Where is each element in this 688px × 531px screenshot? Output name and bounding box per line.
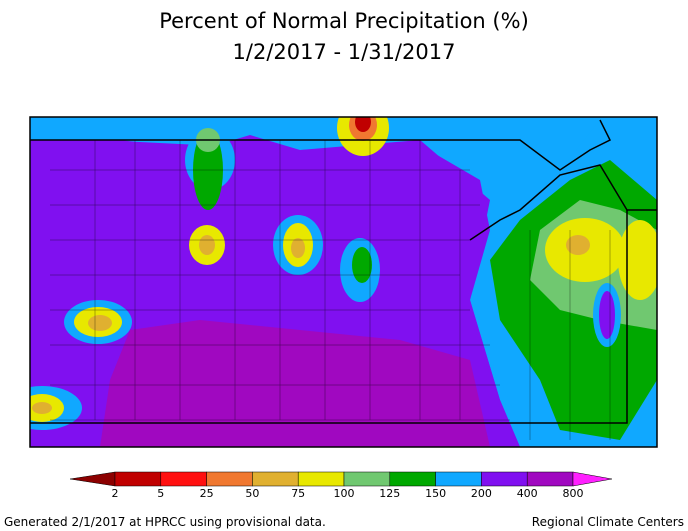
legend-tick-label: 125	[379, 487, 400, 500]
legend-swatch	[481, 471, 528, 487]
footer-right: Regional Climate Centers	[532, 515, 684, 529]
legend-tick-label: 75	[291, 487, 305, 500]
title-line: 1/2/2017 - 1/31/2017	[233, 40, 456, 64]
color-legend: 2 5 25 50 75 100 125 150 200 400 800	[69, 471, 613, 500]
legend-tick-label: 150	[425, 487, 446, 500]
legend-swatch	[114, 471, 162, 487]
legend-swatch	[435, 471, 482, 487]
title-line: Percent of Normal Precipitation (%)	[159, 9, 529, 33]
legend-swatch	[252, 471, 299, 487]
footer-left: Generated 2/1/2017 at HPRCC using provis…	[4, 515, 326, 529]
legend-swatch	[297, 471, 345, 487]
legend-tick-label: 25	[200, 487, 214, 500]
legend-swatch	[526, 471, 574, 487]
legend-swatch	[389, 471, 436, 487]
legend-tick-label: 50	[245, 487, 259, 500]
legend-tick-label: 200	[471, 487, 492, 500]
legend-swatch	[343, 471, 391, 487]
legend-tick-label: 100	[334, 487, 355, 500]
legend-low	[69, 471, 116, 487]
legend-tick-label: 400	[517, 487, 538, 500]
legend-swatch	[206, 471, 253, 487]
legend-swatch	[160, 471, 207, 487]
map	[29, 116, 658, 448]
legend-tick-label: 2	[112, 487, 119, 500]
legend-high	[572, 471, 613, 487]
legend-tick-label: 800	[563, 487, 584, 500]
legend-tick-label: 5	[157, 487, 164, 500]
